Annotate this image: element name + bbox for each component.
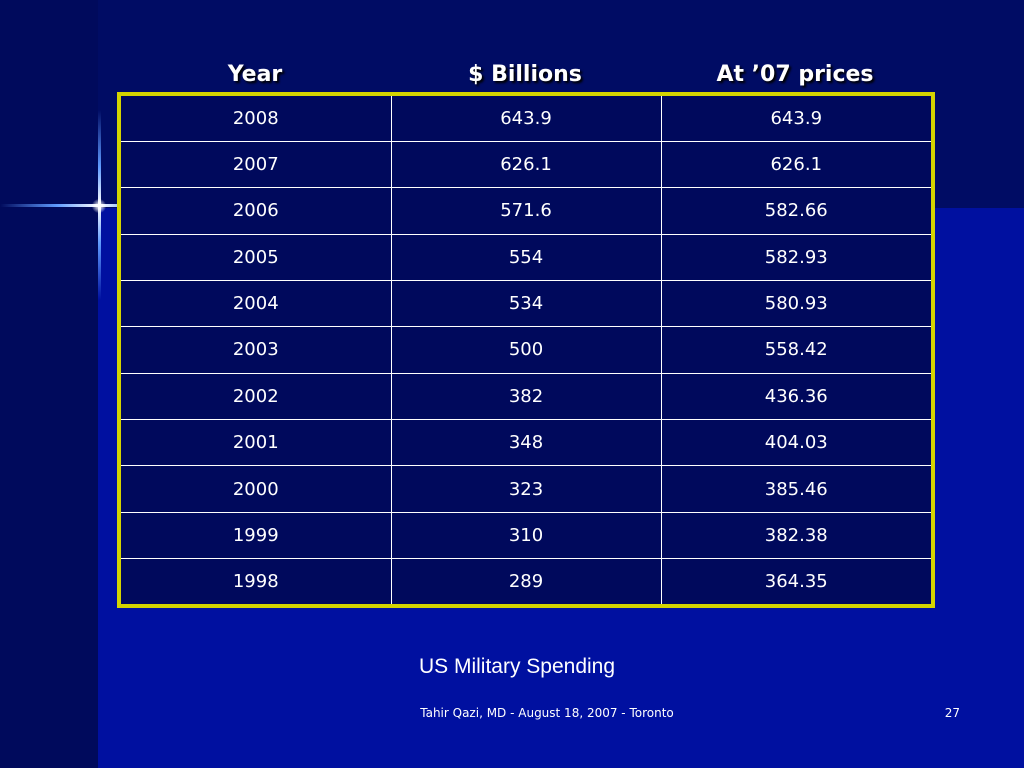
cell-07-prices: 436.36 bbox=[660, 372, 931, 420]
cell-billions: 643.9 bbox=[390, 96, 662, 142]
cell-billions: 310 bbox=[390, 511, 662, 560]
header-07-prices: At ’07 prices bbox=[716, 62, 874, 87]
cell-07-prices: 582.93 bbox=[660, 233, 931, 281]
cell-year: 2003 bbox=[121, 326, 392, 374]
table-row: 2008 643.9 643.9 bbox=[121, 96, 931, 142]
cell-year: 2006 bbox=[121, 187, 392, 235]
table-row: 1999 310 382.38 bbox=[121, 511, 931, 560]
cell-07-prices: 558.42 bbox=[660, 326, 931, 374]
cell-year: 2001 bbox=[121, 418, 392, 467]
cell-07-prices: 643.9 bbox=[660, 96, 931, 142]
cell-billions: 348 bbox=[390, 418, 662, 467]
cell-year: 1999 bbox=[121, 511, 392, 560]
background-left-band bbox=[0, 0, 98, 768]
cell-billions: 571.6 bbox=[390, 187, 662, 235]
table-row: 2002 382 436.36 bbox=[121, 372, 931, 420]
cell-07-prices: 580.93 bbox=[660, 279, 931, 328]
cell-year: 2002 bbox=[121, 372, 392, 420]
slide-caption: US Military Spending bbox=[418, 655, 616, 678]
cell-billions: 554 bbox=[390, 233, 662, 281]
cell-billions: 626.1 bbox=[390, 140, 662, 189]
cell-year: 2004 bbox=[121, 279, 392, 328]
table-row: 2000 323 385.46 bbox=[121, 465, 931, 513]
table-row: 2003 500 558.42 bbox=[121, 326, 931, 374]
cell-billions: 500 bbox=[390, 326, 662, 374]
page-number: 27 bbox=[944, 706, 960, 720]
table-row: 2006 571.6 582.66 bbox=[121, 187, 931, 235]
cell-year: 2007 bbox=[121, 140, 392, 189]
table-row: 2001 348 404.03 bbox=[121, 418, 931, 467]
cell-year: 1998 bbox=[121, 558, 392, 604]
cell-billions: 289 bbox=[390, 558, 662, 604]
slide-footer: Tahir Qazi, MD - August 18, 2007 - Toron… bbox=[420, 706, 674, 720]
cell-billions: 323 bbox=[390, 465, 662, 513]
cell-year: 2000 bbox=[121, 465, 392, 513]
data-table-frame: 2008 643.9 643.9 2007 626.1 626.1 2006 5… bbox=[117, 92, 935, 608]
table-row: 1998 289 364.35 bbox=[121, 558, 931, 604]
cell-billions: 382 bbox=[390, 372, 662, 420]
cell-year: 2008 bbox=[121, 96, 392, 142]
cell-07-prices: 582.66 bbox=[660, 187, 931, 235]
cell-07-prices: 364.35 bbox=[660, 558, 931, 604]
spending-table: 2008 643.9 643.9 2007 626.1 626.1 2006 5… bbox=[121, 96, 931, 604]
table-row: 2005 554 582.93 bbox=[121, 233, 931, 281]
cell-year: 2005 bbox=[121, 233, 392, 281]
sparkle-core bbox=[92, 199, 106, 213]
header-billions: $ Billions bbox=[468, 62, 582, 87]
cell-07-prices: 385.46 bbox=[660, 465, 931, 513]
table-row: 2007 626.1 626.1 bbox=[121, 140, 931, 189]
table-row: 2004 534 580.93 bbox=[121, 279, 931, 328]
cell-07-prices: 404.03 bbox=[660, 418, 931, 467]
cell-07-prices: 382.38 bbox=[660, 511, 931, 560]
table-header-row: Year $ Billions At ’07 prices bbox=[120, 58, 930, 92]
header-year: Year bbox=[227, 62, 283, 87]
cell-07-prices: 626.1 bbox=[660, 140, 931, 189]
cell-billions: 534 bbox=[390, 279, 662, 328]
